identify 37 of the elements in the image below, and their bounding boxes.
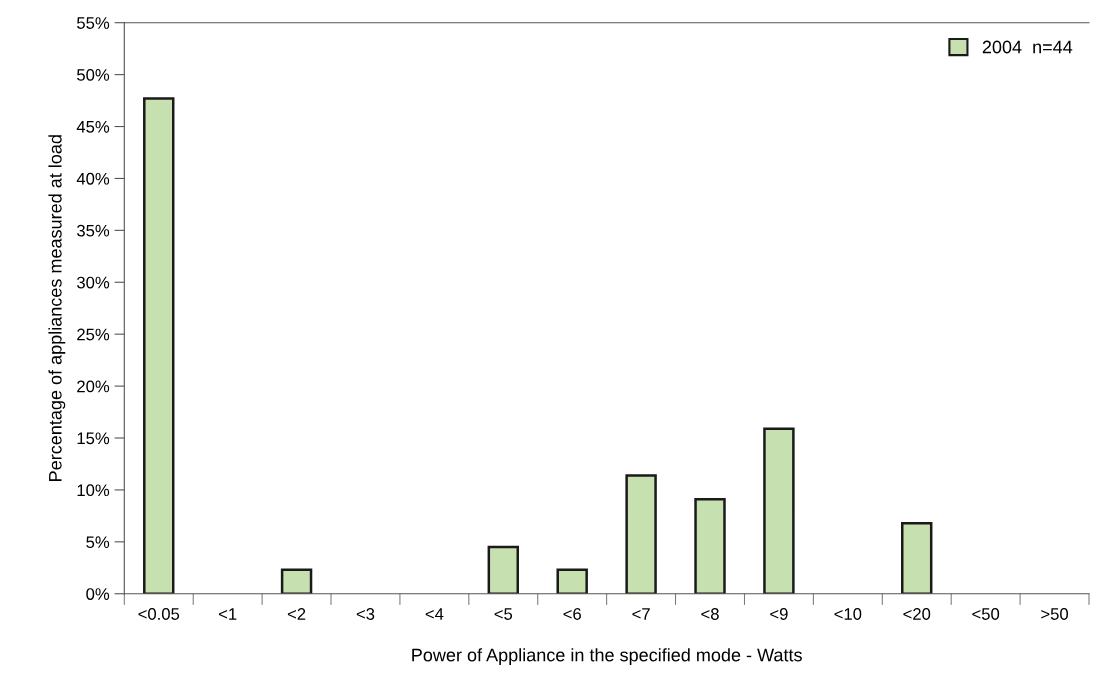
- y-tick-label: 35%: [77, 224, 110, 237]
- x-tick-label: <10: [834, 608, 862, 620]
- bar: [901, 521, 933, 594]
- y-tick-label: 25%: [77, 328, 110, 341]
- y-tick-label: 40%: [76, 172, 110, 185]
- x-tick-label: <50: [972, 608, 1000, 620]
- x-axis-title: Power of Appliance in the specified mode - Watts: [412, 648, 802, 665]
- x-tick-label: >50: [1041, 608, 1069, 620]
- x-tick-label: <5: [494, 608, 513, 620]
- legend-label: 2004 n=44: [982, 40, 1073, 54]
- x-tick-label: <1: [218, 608, 237, 620]
- x-tick-label: <0.05: [138, 608, 180, 620]
- x-tick-label: <3: [356, 608, 375, 620]
- y-axis-title: Percentage of appliances measured at load: [48, 135, 66, 481]
- y-tick-label: 55%: [77, 17, 110, 29]
- y-tick-label: 50%: [77, 69, 110, 81]
- bar: [280, 568, 313, 594]
- bar: [556, 568, 588, 594]
- x-tick-label: <6: [563, 608, 581, 620]
- bar: [694, 498, 726, 594]
- bar: [625, 474, 657, 594]
- bar: [487, 545, 520, 594]
- x-tick-label: <2: [287, 608, 306, 620]
- y-tick-label: 10%: [77, 484, 110, 497]
- bar: [763, 427, 795, 594]
- y-tick-label: 15%: [77, 432, 110, 445]
- bar: [143, 97, 175, 594]
- y-tick-label: 30%: [77, 276, 110, 289]
- x-tick-label: <8: [701, 608, 719, 620]
- y-tick-label: 20%: [77, 380, 110, 393]
- y-tick-label: 45%: [76, 121, 110, 133]
- x-tick-label: <20: [903, 608, 931, 620]
- y-tick-label: 5%: [86, 536, 110, 549]
- x-tick-label: <4: [425, 608, 444, 620]
- x-tick-label: <7: [632, 608, 650, 620]
- x-tick-label: <9: [770, 608, 788, 620]
- y-tick-label: 0%: [86, 588, 110, 600]
